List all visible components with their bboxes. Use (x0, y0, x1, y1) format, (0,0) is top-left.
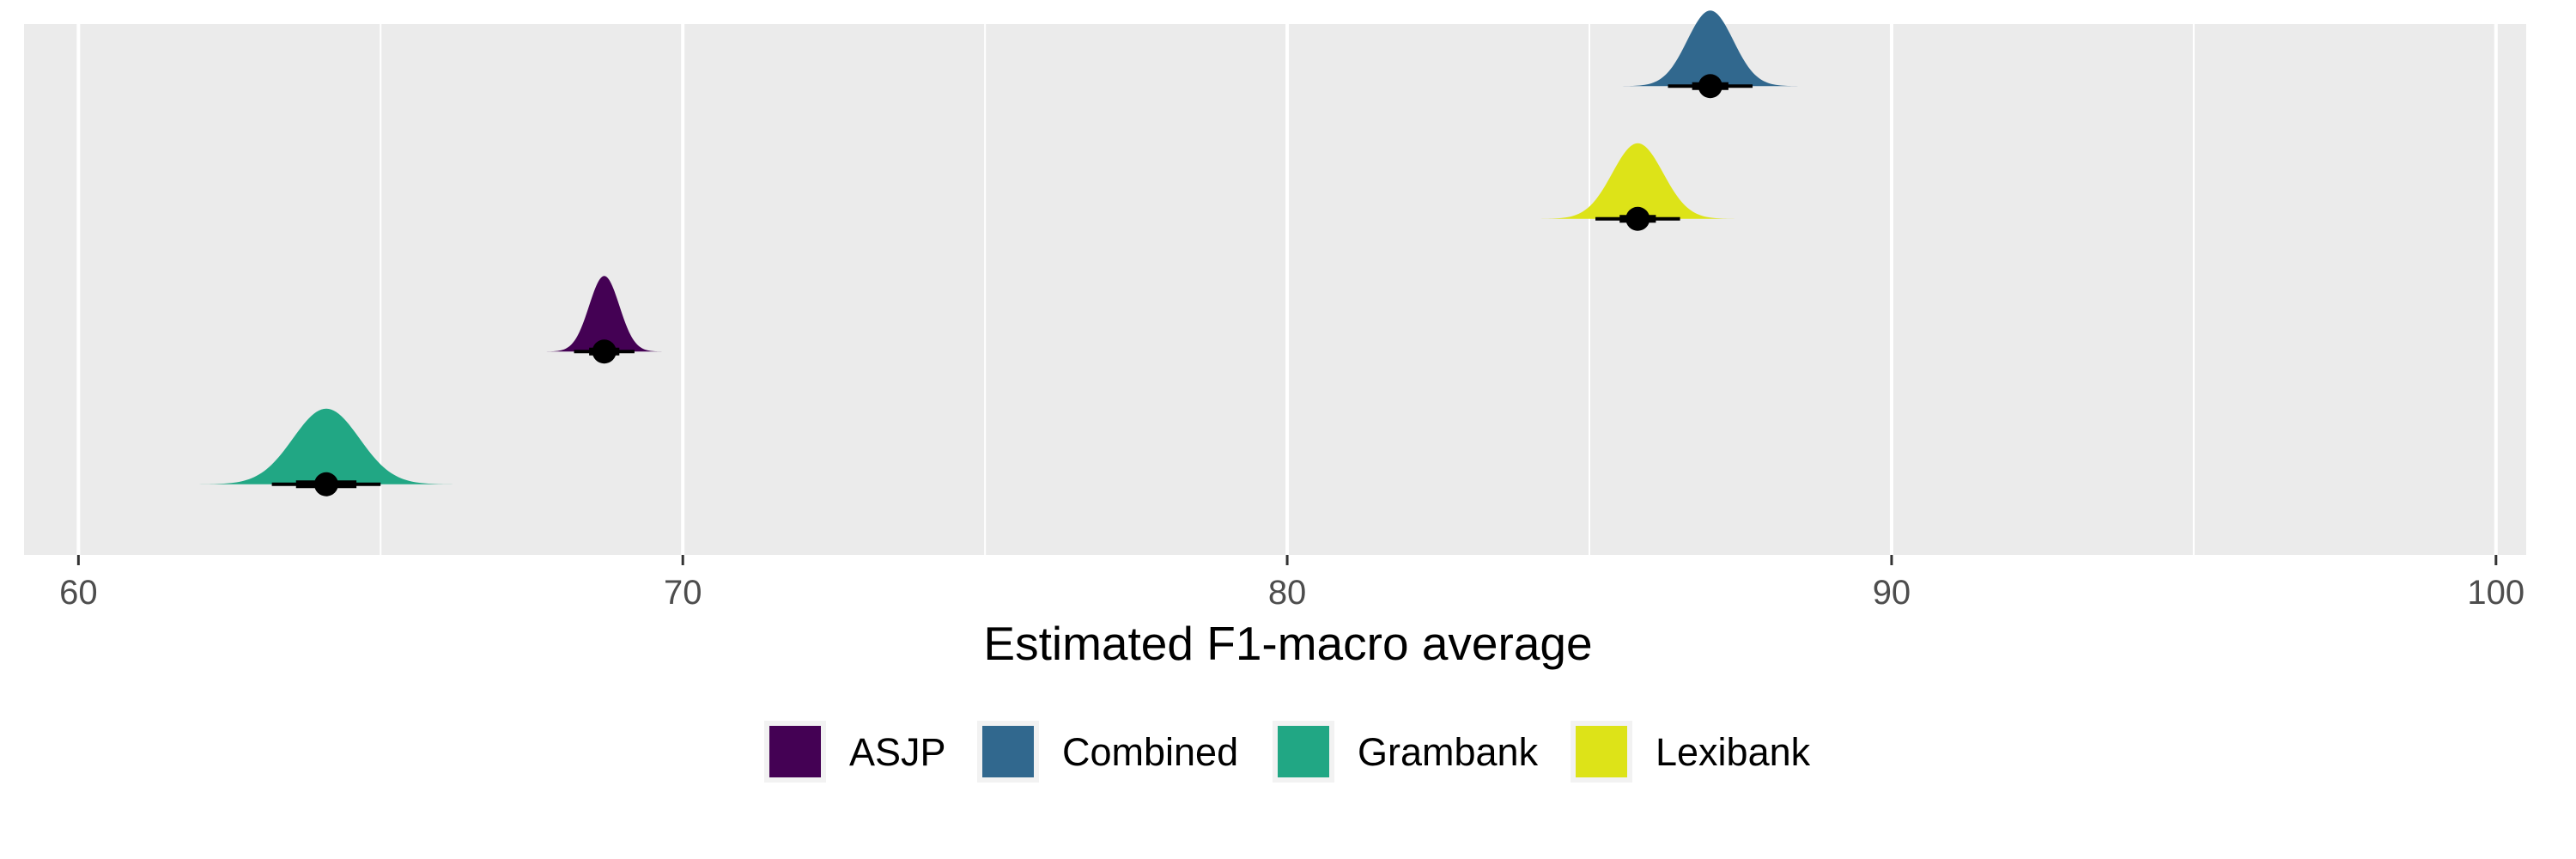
legend-label: Combined (1062, 730, 1238, 774)
legend-label: Lexibank (1656, 730, 1811, 774)
median-point (592, 339, 617, 364)
x-tick-label: 100 (2467, 574, 2524, 612)
x-tick-label: 80 (1268, 574, 1307, 612)
series-combined (1607, 10, 1814, 99)
median-point (1698, 74, 1722, 99)
x-tick-label: 90 (1873, 574, 1911, 612)
density-lexibank (1523, 143, 1753, 219)
density-combined (1607, 10, 1814, 87)
x-tick-label: 70 (664, 574, 702, 612)
chart-marks (176, 10, 1814, 497)
legend-swatch (1576, 726, 1627, 777)
legend-item-asjp: ASJP (764, 721, 946, 783)
series-grambank (176, 408, 477, 497)
density-asjp (536, 276, 672, 352)
legend-swatch (769, 726, 821, 777)
legend-label: ASJP (849, 730, 946, 774)
x-axis-title: Estimated F1-macro average (983, 617, 1592, 670)
legend-item-combined: Combined (977, 721, 1238, 783)
grid-lines (76, 24, 2498, 555)
median-point (1625, 206, 1650, 231)
legend-swatch (982, 726, 1034, 777)
density-grambank (176, 408, 477, 484)
legend-swatch (1278, 726, 1329, 777)
legend-item-grambank: Grambank (1273, 721, 1539, 783)
x-tick-label: 60 (59, 574, 98, 612)
x-axis: 60 70 80 90 100 (59, 555, 2524, 612)
legend-item-lexibank: Lexibank (1571, 721, 1811, 783)
panel-background (24, 24, 2526, 555)
legend: ASJP Combined Grambank Lexibank (764, 721, 1811, 783)
median-point (313, 472, 338, 497)
legend-label: Grambank (1358, 730, 1539, 774)
series-lexibank (1523, 143, 1753, 231)
series-asjp (536, 276, 672, 364)
